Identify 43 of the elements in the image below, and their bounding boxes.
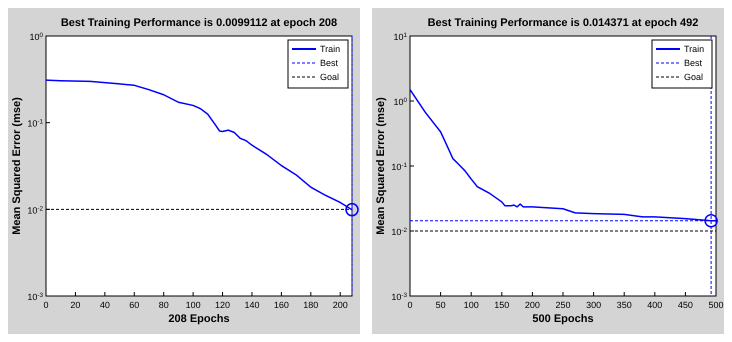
x-tick-label: 80 — [158, 300, 169, 310]
y-tick-label: 10$^{1}$ — [393, 32, 408, 42]
x-tick-label: 50 — [436, 300, 446, 310]
x-tick-label: 100 — [186, 300, 201, 310]
legend-label: Train — [684, 44, 704, 54]
legend-label: Goal — [684, 72, 704, 82]
x-tick-label: 200 — [332, 300, 348, 310]
x-tick-label: 400 — [647, 300, 662, 310]
legend-label: Train — [320, 44, 340, 54]
chart-title: Best Training Performance is 0.014371 at epoch 492 — [428, 17, 698, 29]
legend-label: Goal — [320, 72, 340, 82]
x-tick-label: 300 — [586, 300, 602, 310]
y-tick-label: 10$^{0}$ — [29, 32, 44, 42]
x-tick-label: 160 — [274, 300, 289, 310]
y-tick-label: 10$^{-1}$ — [391, 162, 408, 172]
ref-line-label: Best — [320, 58, 339, 68]
x-tick-label: 120 — [215, 300, 230, 310]
x-tick-label: 140 — [244, 300, 260, 310]
y-tick-label: 10$^{-1}$ — [27, 118, 44, 129]
y-tick-label: 10$^{-3}$ — [391, 292, 408, 302]
x-tick-label: 250 — [555, 300, 571, 310]
x-tick-label: 60 — [129, 300, 140, 310]
x-tick-label: 150 — [494, 300, 510, 310]
x-axis-title: 208 Epochs — [168, 313, 230, 325]
x-tick-label: 0 — [407, 300, 413, 310]
chart-title: Best Training Performance is 0.0099112 at epoch 208 — [60, 17, 338, 29]
x-tick-label: 20 — [70, 300, 80, 310]
y-axis-title: Mean Squared Error (mse) — [11, 96, 23, 235]
ref-line-label: Best — [684, 58, 703, 68]
y-tick-label: 10$^{-3}$ — [27, 292, 44, 302]
y-tick-label: 10$^{-2}$ — [391, 226, 408, 237]
y-tick-label: 10$^{0}$ — [393, 96, 408, 107]
x-tick-label: 200 — [524, 300, 540, 310]
x-tick-label: 180 — [303, 300, 318, 310]
x-tick-label: 100 — [464, 300, 479, 310]
x-axis-title: 500 Epochs — [532, 313, 594, 325]
y-tick-label: 10$^{-2}$ — [27, 204, 44, 216]
x-tick-label: 500 — [708, 300, 724, 310]
x-tick-label: 450 — [678, 300, 693, 310]
x-tick-label: 0 — [43, 300, 49, 310]
x-tick-label: 40 — [100, 300, 110, 310]
y-axis-title: Mean Squared Error (mse) — [375, 96, 387, 235]
x-tick-label: 350 — [616, 300, 632, 310]
